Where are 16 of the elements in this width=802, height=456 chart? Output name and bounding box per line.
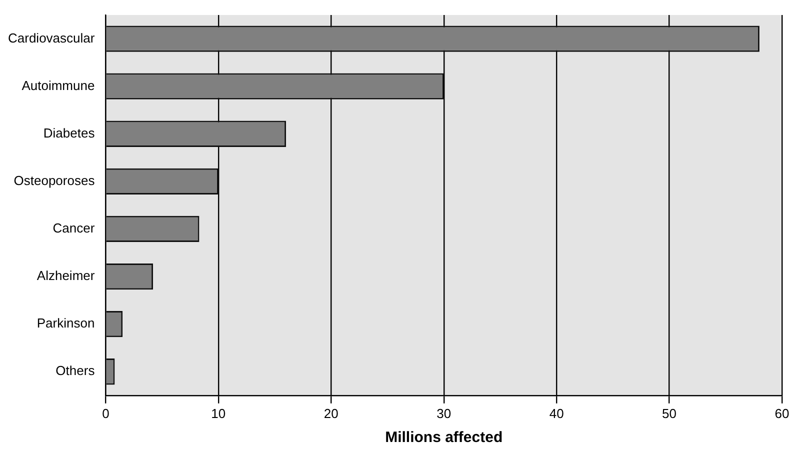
- y-tick-label: Alzheimer: [36, 268, 96, 284]
- x-tick-label: 0: [102, 406, 110, 421]
- x-axis-title: Millions affected: [385, 429, 503, 446]
- x-tick-label: 50: [662, 406, 677, 421]
- x-tick-label: 30: [436, 406, 452, 421]
- y-tick-label: Cardiovascular: [8, 30, 96, 46]
- x-tick-label: 20: [324, 406, 338, 421]
- y-tick-label: Others: [56, 363, 96, 378]
- x-tick-label: 60: [774, 406, 790, 421]
- y-tick-label: Parkinson: [36, 316, 95, 331]
- y-tick-label: Osteoporoses: [14, 173, 96, 188]
- y-tick-label: Cancer: [52, 220, 96, 236]
- y-tick-label: Autoimmune: [22, 78, 95, 93]
- x-tick-label: 40: [549, 406, 564, 421]
- y-tick-label: Diabetes: [43, 125, 96, 140]
- x-tick-label: 10: [211, 406, 226, 421]
